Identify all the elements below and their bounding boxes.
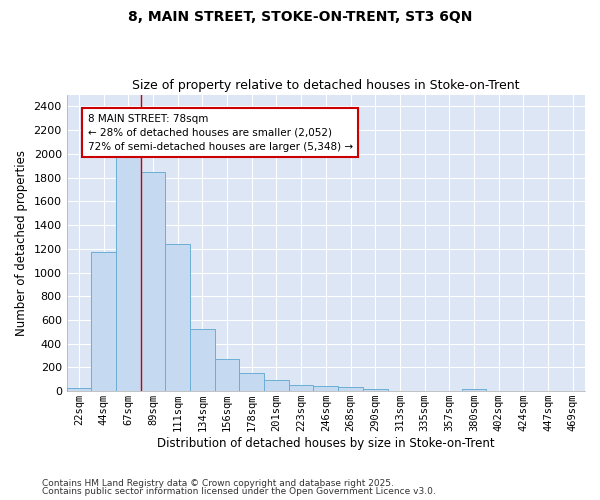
- Y-axis label: Number of detached properties: Number of detached properties: [15, 150, 28, 336]
- Text: 8, MAIN STREET, STOKE-ON-TRENT, ST3 6QN: 8, MAIN STREET, STOKE-ON-TRENT, ST3 6QN: [128, 10, 472, 24]
- Bar: [461, 389, 486, 391]
- Title: Size of property relative to detached houses in Stoke-on-Trent: Size of property relative to detached ho…: [132, 79, 520, 92]
- Bar: [313, 386, 338, 391]
- Bar: [166, 244, 190, 391]
- Text: Contains public sector information licensed under the Open Government Licence v3: Contains public sector information licen…: [42, 487, 436, 496]
- Bar: [264, 380, 289, 391]
- Bar: [289, 385, 313, 391]
- Bar: [338, 387, 363, 391]
- Text: Contains HM Land Registry data © Crown copyright and database right 2025.: Contains HM Land Registry data © Crown c…: [42, 478, 394, 488]
- Bar: [116, 156, 141, 391]
- Bar: [67, 388, 91, 391]
- Bar: [239, 373, 264, 391]
- Bar: [363, 389, 388, 391]
- Text: 8 MAIN STREET: 78sqm
← 28% of detached houses are smaller (2,052)
72% of semi-de: 8 MAIN STREET: 78sqm ← 28% of detached h…: [88, 114, 353, 152]
- Bar: [215, 359, 239, 391]
- X-axis label: Distribution of detached houses by size in Stoke-on-Trent: Distribution of detached houses by size …: [157, 437, 494, 450]
- Bar: [141, 172, 166, 391]
- Bar: [190, 330, 215, 391]
- Bar: [91, 252, 116, 391]
